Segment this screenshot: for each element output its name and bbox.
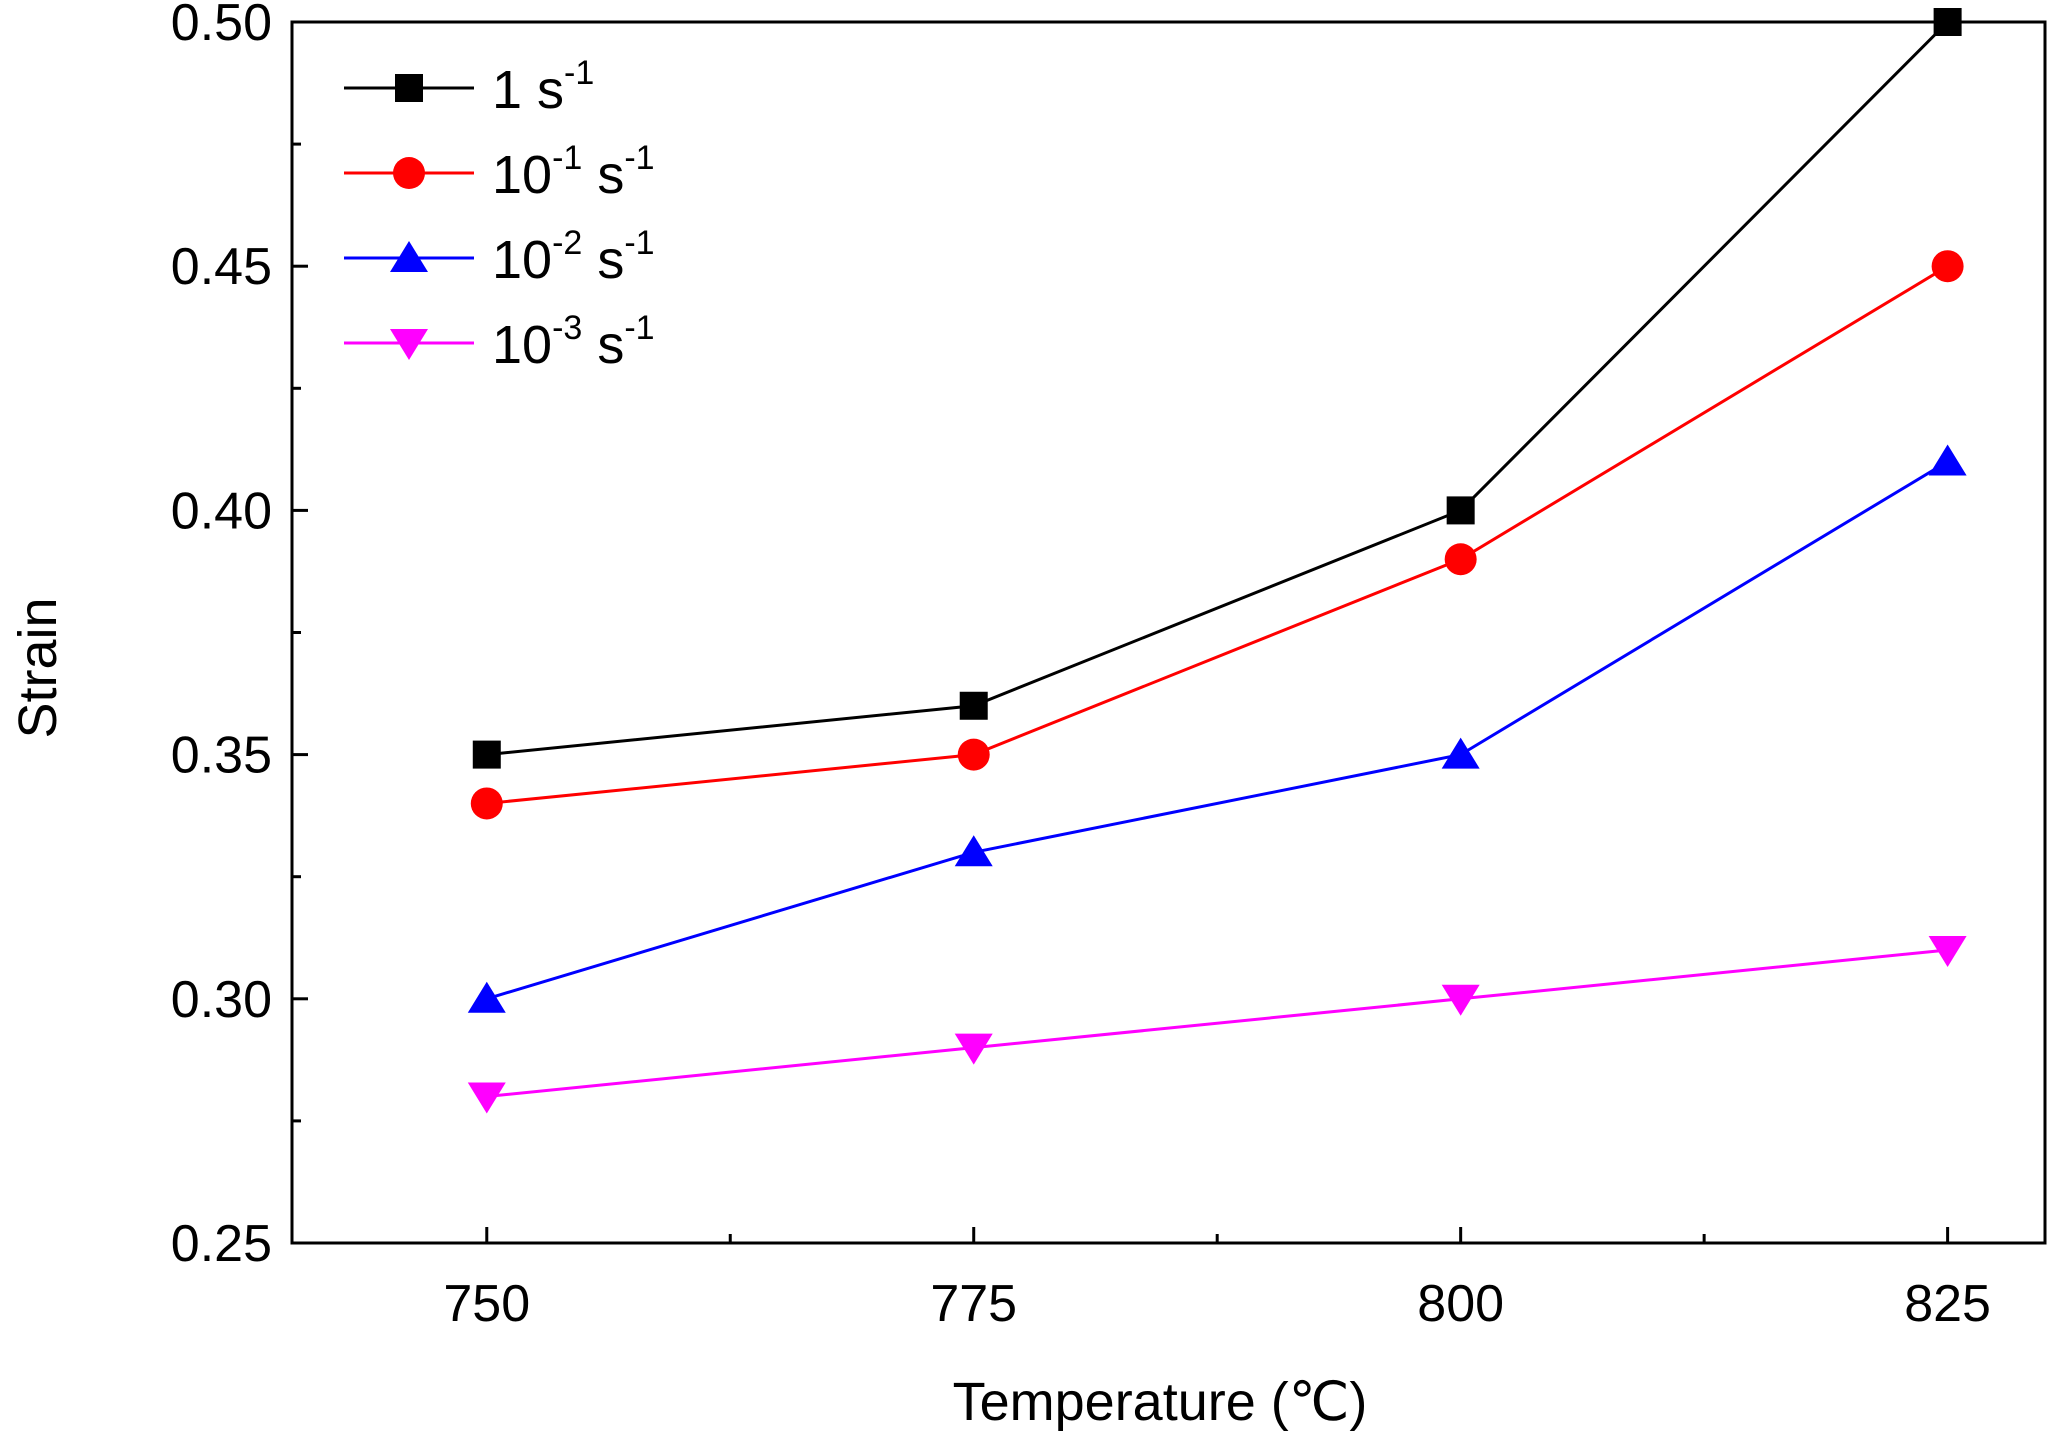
- data-point: [1933, 8, 1962, 36]
- data-point: [957, 738, 990, 771]
- series-4: [467, 935, 1967, 1114]
- legend-label: 10-1 s-1: [492, 139, 655, 205]
- x-tick-label: 800: [1417, 1275, 1504, 1333]
- legend-item-3: 10-2 s-1: [344, 224, 655, 290]
- series-layer: [467, 8, 1967, 1114]
- y-tick-label: 0.25: [171, 1215, 272, 1273]
- x-tick-label: 825: [1904, 1275, 1991, 1333]
- data-point: [954, 835, 993, 867]
- series-line: [486, 264, 1949, 805]
- data-point: [1446, 496, 1475, 525]
- data-point: [1931, 250, 1964, 283]
- data-point: [959, 691, 988, 720]
- series-2: [470, 250, 1964, 820]
- y-tick-label: 0.50: [171, 0, 272, 52]
- legend-item-4: 10-3 s-1: [344, 309, 655, 375]
- axes: 0.25 0.30 0.35 0.40 0.45 0.50 750 775 800 825: [171, 0, 2047, 1333]
- legend-marker: [393, 157, 425, 189]
- legend-marker: [395, 74, 423, 102]
- legend-label: 10-2 s-1: [492, 224, 655, 290]
- plot-frame: [290, 20, 2047, 1245]
- legend-label: 1 s-1: [492, 54, 594, 120]
- legend-marker: [390, 241, 428, 272]
- data-point: [467, 981, 506, 1013]
- series-line: [486, 20, 1949, 757]
- y-tick-label: 0.35: [171, 727, 272, 785]
- data-point: [470, 787, 503, 820]
- data-point: [1928, 935, 1967, 967]
- data-point: [467, 1082, 506, 1114]
- data-point: [1444, 543, 1477, 576]
- legend-item-2: 10-1 s-1: [344, 139, 655, 205]
- data-point: [472, 740, 501, 769]
- x-axis-label: Temperature (℃): [953, 1372, 1368, 1432]
- x-tick-label: 750: [443, 1275, 530, 1333]
- series-3: [467, 444, 1967, 1013]
- legend-label: 10-3 s-1: [492, 309, 655, 375]
- y-tick-label: 0.40: [171, 482, 272, 540]
- legend-marker: [390, 329, 428, 360]
- y-tick-label: 0.30: [171, 971, 272, 1029]
- data-point: [954, 1033, 993, 1065]
- series-1: [472, 8, 1962, 769]
- data-point: [1441, 737, 1480, 769]
- series-line: [486, 948, 1948, 1098]
- x-tick-label: 775: [930, 1275, 1017, 1333]
- data-point: [1928, 444, 1967, 476]
- legend: 1 s-1 10-1 s-1 10-2 s-1 10-3 s-1: [344, 54, 655, 375]
- y-tick-label: 0.45: [171, 238, 272, 296]
- y-axis-label: Strain: [8, 597, 68, 738]
- series-line: [486, 460, 1949, 1001]
- legend-item-1: 1 s-1: [344, 54, 594, 120]
- data-point: [1441, 984, 1480, 1016]
